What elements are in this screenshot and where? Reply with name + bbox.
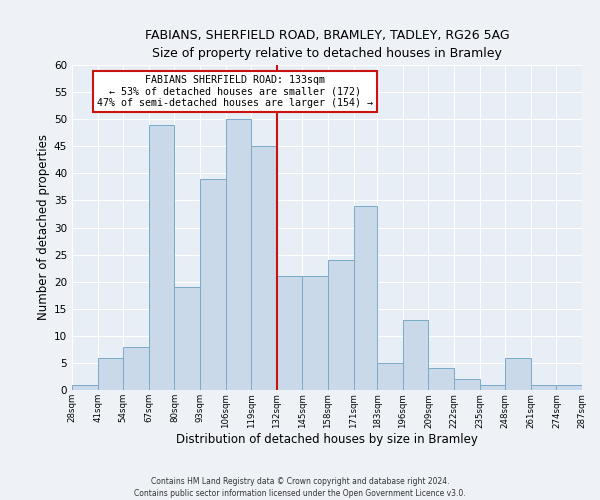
Bar — [123, 346, 149, 390]
Bar — [377, 363, 403, 390]
Bar — [251, 146, 277, 390]
Bar — [403, 320, 428, 390]
Y-axis label: Number of detached properties: Number of detached properties — [37, 134, 50, 320]
Bar — [328, 260, 353, 390]
X-axis label: Distribution of detached houses by size in Bramley: Distribution of detached houses by size … — [176, 433, 478, 446]
Bar — [226, 119, 251, 390]
Bar — [505, 358, 531, 390]
Bar — [277, 276, 302, 390]
Bar — [454, 379, 479, 390]
Bar — [428, 368, 454, 390]
Bar — [479, 384, 505, 390]
Bar — [353, 206, 377, 390]
Title: FABIANS, SHERFIELD ROAD, BRAMLEY, TADLEY, RG26 5AG
Size of property relative to : FABIANS, SHERFIELD ROAD, BRAMLEY, TADLEY… — [145, 28, 509, 60]
Bar — [302, 276, 328, 390]
Bar — [200, 179, 226, 390]
Bar — [531, 384, 556, 390]
Text: FABIANS SHERFIELD ROAD: 133sqm
← 53% of detached houses are smaller (172)
47% of: FABIANS SHERFIELD ROAD: 133sqm ← 53% of … — [97, 74, 373, 108]
Bar — [175, 287, 200, 390]
Bar — [149, 124, 175, 390]
Bar — [72, 384, 98, 390]
Bar — [556, 384, 582, 390]
Bar — [98, 358, 123, 390]
Text: Contains HM Land Registry data © Crown copyright and database right 2024.
Contai: Contains HM Land Registry data © Crown c… — [134, 476, 466, 498]
